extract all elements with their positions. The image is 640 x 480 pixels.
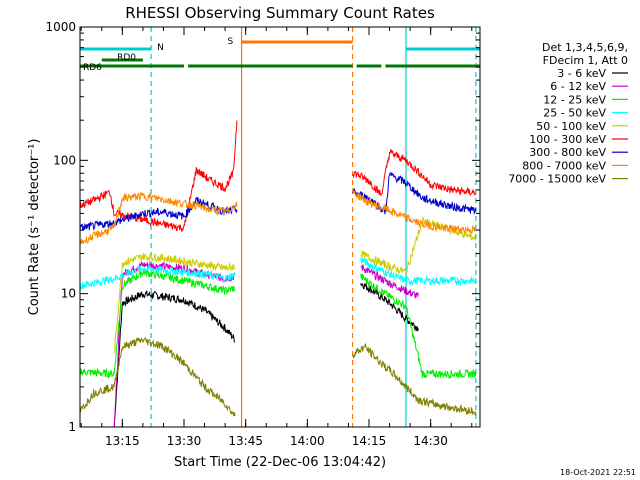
timestamp: 18-Oct-2021 22:51 [560,468,636,477]
x-tick-label-3: 14:00 [290,434,325,448]
x-tick-label-0: 13:15 [105,434,140,448]
legend-label-5: 100 - 300 keV [529,133,606,146]
flag-label-rd6: RD6 [83,63,102,73]
x-tick-label-5: 14:30 [413,434,448,448]
flag-label-rd0: RD0 [117,53,136,63]
x-tick-label-4: 14:15 [352,434,387,448]
series-line-4 [113,215,477,354]
y-tick-label-0: 1 [68,420,76,434]
legend-label-8: 7000 - 15000 keV [508,173,606,186]
legend-label-3: 25 - 50 keV [543,107,606,120]
y-axis-label: Count Rate (s⁻¹ detector⁻¹) [27,139,42,316]
x-tick-label-1: 13:30 [167,434,202,448]
legend-label-1: 6 - 12 keV [550,80,606,93]
legend-header-line-2: FDecim 1, Att 0 [543,54,628,67]
series-line-6 [80,171,477,232]
series-line-2 [80,268,477,380]
legend-label-7: 800 - 7000 keV [522,159,606,172]
series-line-3 [80,257,477,290]
flag-label-s: S [228,37,234,47]
series-line-5 [80,120,477,232]
flag-label-n: N [157,43,164,53]
series-line-8 [80,336,477,417]
legend-label-0: 3 - 6 keV [557,67,606,80]
legend-header-line-1: Det 1,3,4,5,6,9, [542,41,628,54]
chart-title: RHESSI Observing Summary Count Rates [125,4,435,22]
legend-label-4: 50 - 100 keV [536,120,606,133]
legend-label-6: 300 - 800 keV [529,146,606,159]
x-axis-label: Start Time (22-Dec-06 13:04:42) [174,455,386,470]
series-line-0 [113,282,419,427]
legend: Det 1,3,4,5,6,9, FDecim 1, Att 0 3 - 6 k… [508,41,628,186]
x-tick-label-2: 13:45 [228,434,263,448]
series-line-7 [80,188,477,245]
y-tick-label-1: 10 [61,287,76,301]
y-tick-label-3: 1000 [45,20,76,34]
plot-area [79,26,481,428]
y-tick-label-2: 100 [53,153,76,167]
legend-label-2: 12 - 25 keV [543,93,606,106]
